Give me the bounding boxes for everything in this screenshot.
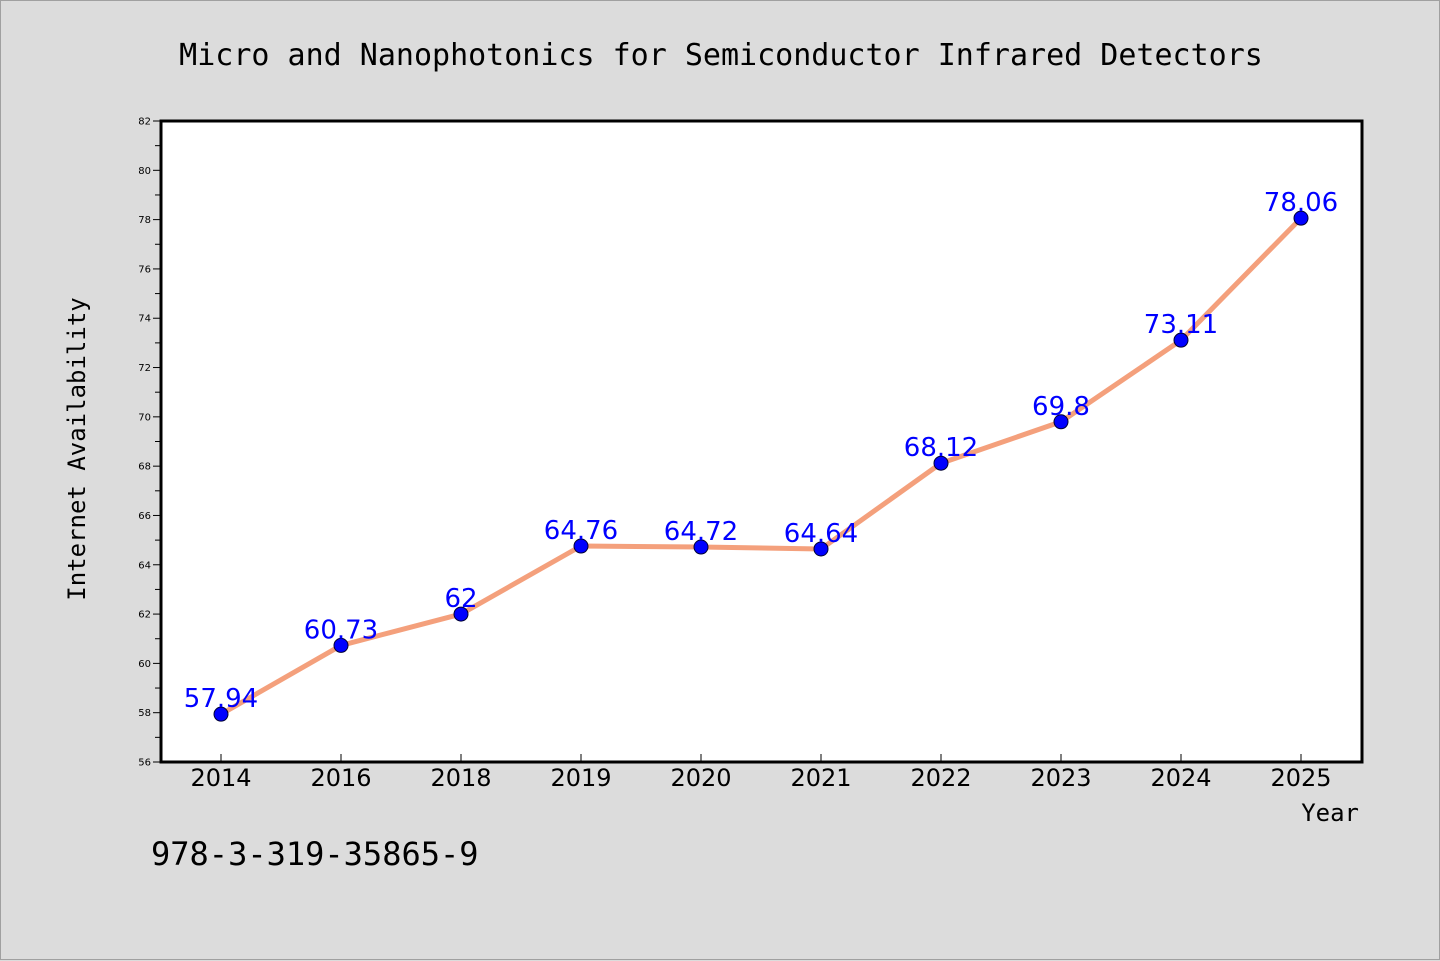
data-label: 78.06 — [1264, 188, 1338, 218]
x-tick-label: 2021 — [790, 764, 851, 792]
y-tick-label: 68 — [138, 462, 151, 473]
x-tick-label: 2016 — [310, 764, 371, 792]
y-tick-label: 58 — [138, 708, 151, 719]
data-label: 60.73 — [304, 615, 378, 645]
y-tick-label: 72 — [138, 363, 151, 374]
y-tick-label: 70 — [138, 412, 151, 423]
data-label: 68.12 — [904, 433, 978, 463]
data-point — [213, 706, 229, 722]
data-label: 64.64 — [784, 519, 858, 549]
data-point — [933, 455, 949, 471]
x-tick-label: 2025 — [1270, 764, 1331, 792]
data-label: 64.72 — [664, 517, 738, 547]
data-point — [693, 539, 709, 555]
data-point — [1293, 210, 1309, 226]
y-axis-ticks: 56 58 60 62 64 66 68 70 72 74 76 78 80 82 — [138, 117, 161, 769]
data-label: 73.11 — [1144, 310, 1218, 340]
data-label: 64.76 — [544, 516, 618, 546]
x-tick-label: 2022 — [910, 764, 971, 792]
data-point — [1173, 332, 1189, 348]
x-tick-label: 2020 — [670, 764, 731, 792]
y-tick-label: 74 — [138, 314, 151, 325]
x-tick-label: 2023 — [1030, 764, 1091, 792]
isbn-text: 978-3-319-35865-9 — [151, 835, 479, 873]
data-point — [333, 637, 349, 653]
x-tick-label: 2018 — [430, 764, 491, 792]
x-axis-label: Year — [1301, 799, 1359, 827]
data-point — [453, 606, 469, 622]
x-tick-label: 2014 — [190, 764, 251, 792]
data-point — [573, 538, 589, 554]
data-point — [1053, 414, 1069, 430]
x-tick-label: 2024 — [1150, 764, 1211, 792]
data-label: 69.8 — [1032, 392, 1090, 422]
y-tick-label: 66 — [138, 511, 151, 522]
y-tick-label: 78 — [138, 215, 151, 226]
y-tick-label: 62 — [138, 610, 151, 621]
y-tick-label: 80 — [138, 166, 151, 177]
y-tick-label: 82 — [138, 117, 151, 128]
data-point — [813, 541, 829, 557]
data-label: 62 — [444, 584, 477, 614]
y-tick-label: 64 — [138, 560, 151, 571]
data-label: 57.94 — [184, 684, 258, 714]
data-markers — [213, 210, 1309, 722]
x-axis-ticks: 2014 2016 2018 2019 2020 2021 2022 2023 2024 2025 — [190, 754, 1332, 792]
x-tick-label: 2019 — [550, 764, 611, 792]
chart-title: Micro and Nanophotonics for Semiconducto… — [179, 38, 1263, 73]
y-axis-label: Internet Availability — [63, 297, 91, 600]
y-tick-label: 76 — [138, 264, 151, 275]
y-tick-label: 60 — [138, 659, 151, 670]
plot-area — [159, 119, 1364, 764]
y-tick-label: 56 — [138, 758, 151, 769]
series-line — [218, 215, 1304, 717]
data-labels: 57.94 60.73 62 64.76 64.72 64.64 68.12 69.8 73.1… — [184, 188, 1338, 714]
